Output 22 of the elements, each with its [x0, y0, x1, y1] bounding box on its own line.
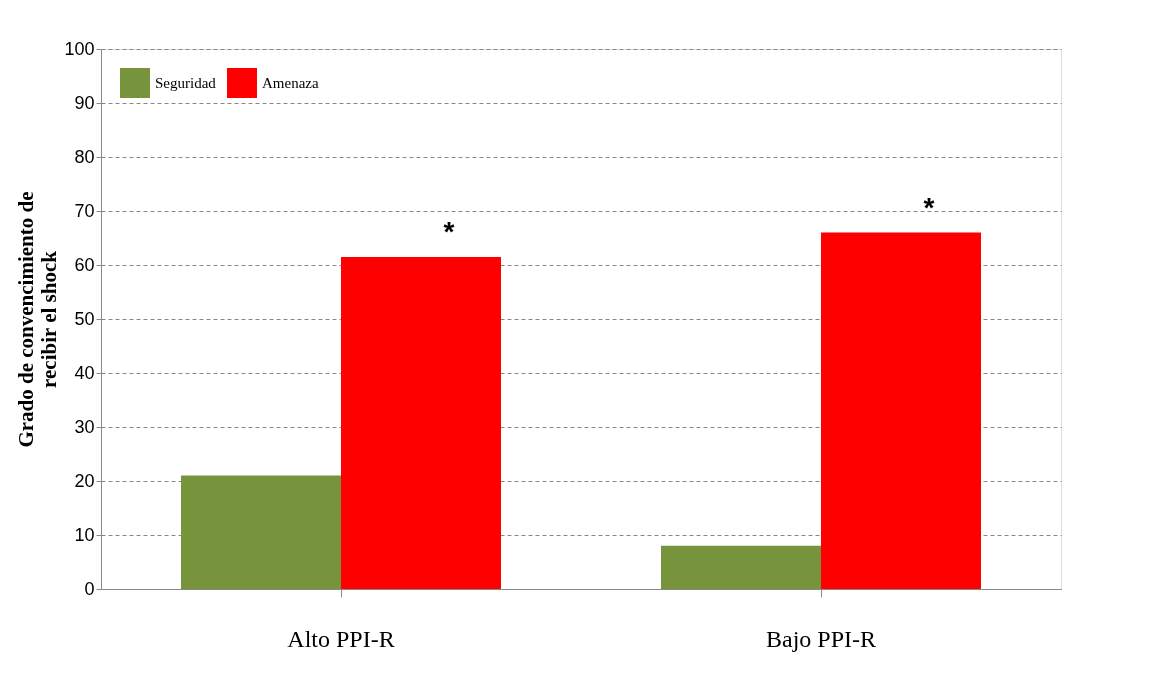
y-axis-title: Grado de convencimiento de recibir el shock: [14, 191, 62, 448]
y-tick-label: 90: [74, 92, 95, 113]
y-tick-label: 20: [74, 470, 95, 491]
annotation: *: [923, 191, 935, 223]
bar: [661, 545, 821, 589]
y-tick-label: 60: [74, 254, 95, 275]
y-tick-label: 40: [74, 362, 95, 383]
bar: [181, 475, 341, 589]
x-tick-label: Bajo PPI-R: [765, 625, 877, 652]
annotation: *: [443, 215, 455, 247]
legend-label: Seguridad: [155, 75, 217, 91]
y-tick-label: 0: [84, 578, 95, 599]
y-tick-label: 100: [64, 38, 95, 59]
x-tick-label: Alto PPI-R: [287, 625, 395, 652]
bar: [821, 232, 981, 589]
bar: [341, 256, 501, 589]
y-tick-label: 10: [74, 524, 95, 545]
y-tick-label: 30: [74, 416, 95, 437]
legend-label: Amenaza: [262, 75, 319, 91]
y-tick-label: 80: [74, 146, 95, 167]
y-tick-label: 70: [74, 200, 95, 221]
y-tick-label: 50: [74, 308, 95, 329]
